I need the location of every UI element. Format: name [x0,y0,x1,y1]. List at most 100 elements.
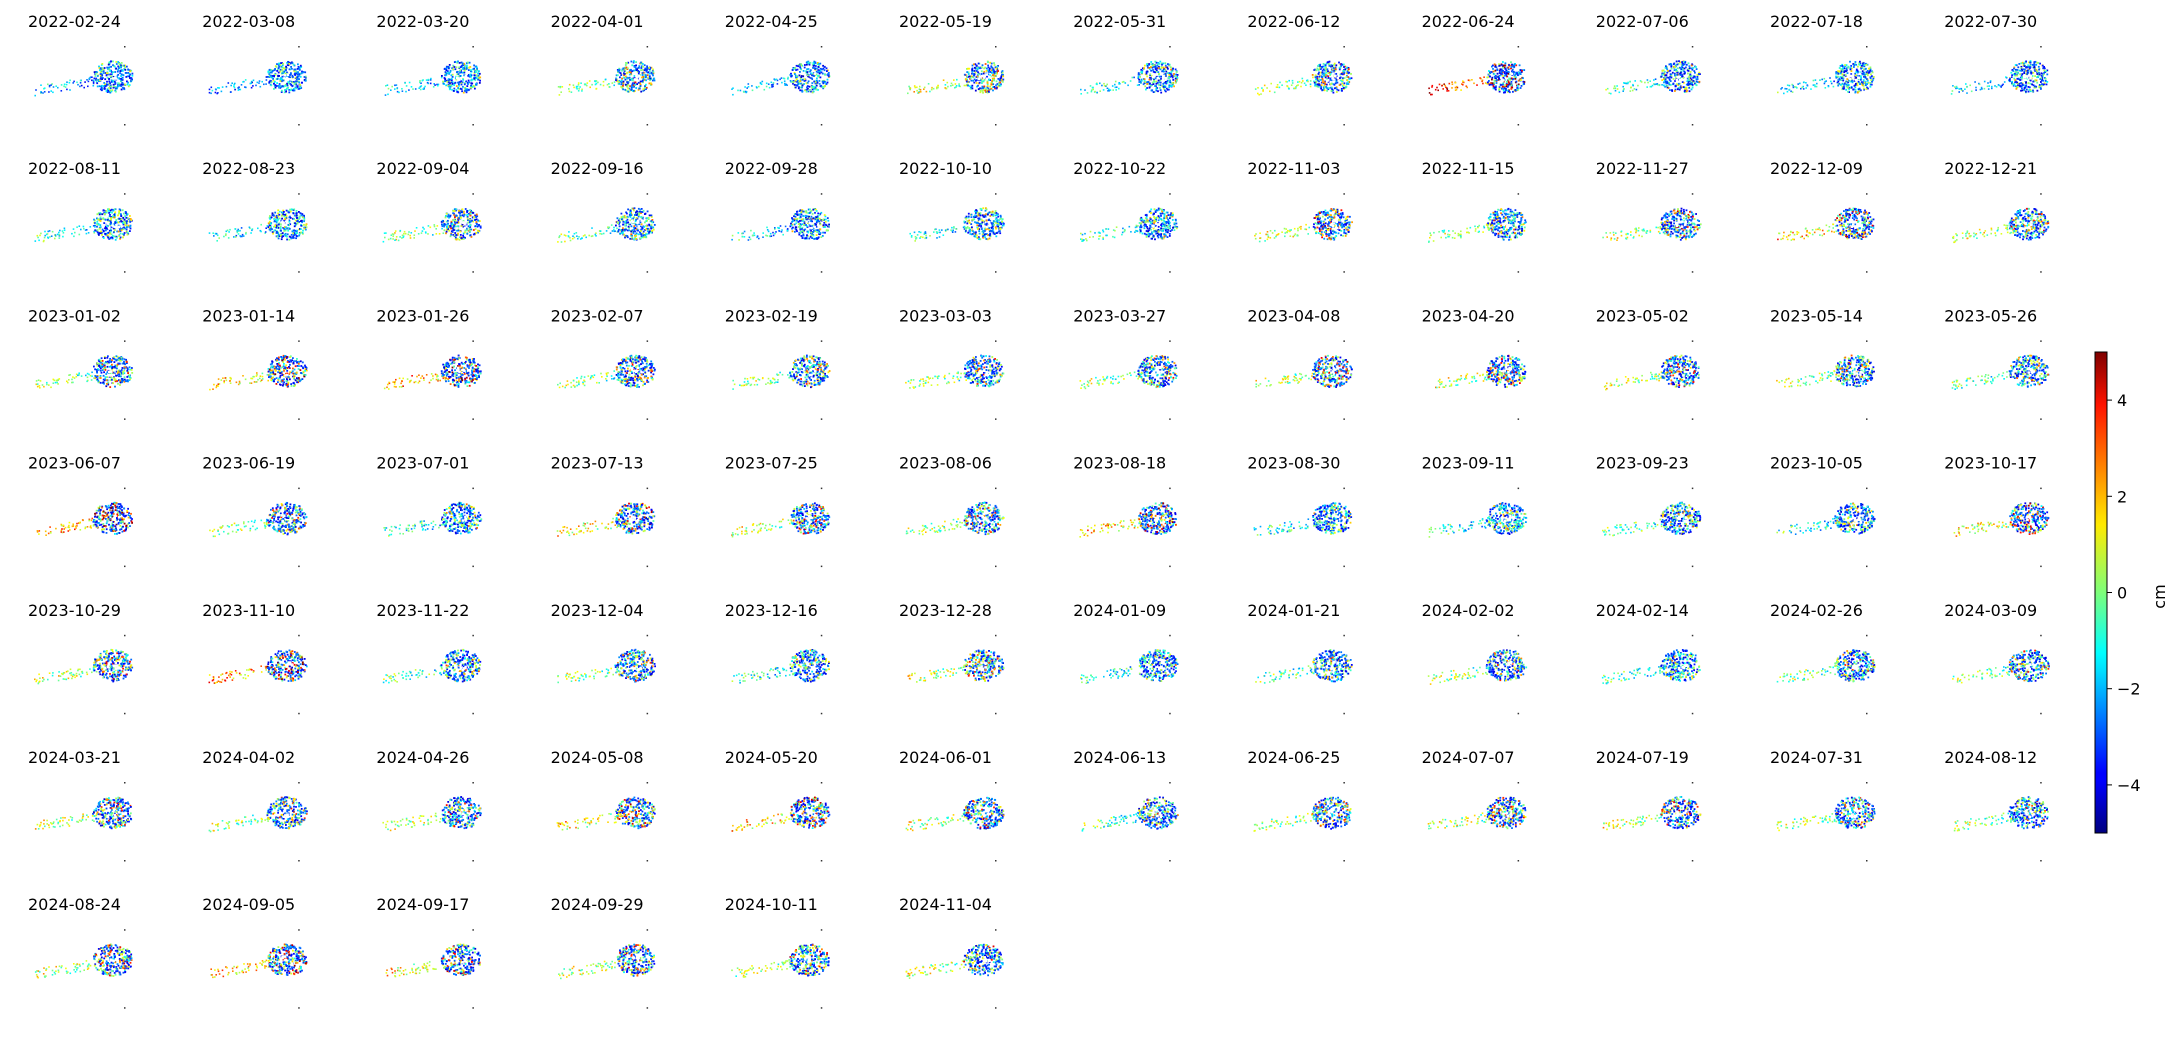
map-panel: 2024-08-12 [1944,748,2049,862]
map-panel: 2023-12-16 [725,601,830,715]
colorbar-tick-label: 4 [2117,391,2127,410]
deformation-scatter [209,193,308,273]
deformation-scatter [1951,46,2048,126]
panel-date-title: 2023-12-16 [725,601,818,620]
panel-date-title: 2022-04-25 [725,12,818,31]
panel-date-title: 2024-09-05 [202,895,295,914]
map-panel: 2023-09-23 [1596,454,1701,567]
map-panel: 2024-06-01 [899,748,1005,862]
panel-date-title: 2023-01-26 [376,306,469,325]
colorbar-ticks: 420−2−4 [2107,391,2141,795]
deformation-scatter [209,635,308,715]
map-panel: 2023-12-04 [551,601,656,715]
map-panel: 2022-12-09 [1770,159,1874,273]
map-panel: 2022-12-21 [1944,159,2049,273]
deformation-scatter [1080,193,1178,273]
map-panel: 2022-06-24 [1422,12,1526,126]
deformation-scatter [731,488,830,567]
deformation-scatter [1602,193,1701,273]
panel-date-title: 2024-06-25 [1247,748,1340,767]
panel-date-title: 2022-11-15 [1422,159,1515,178]
panel-date-title: 2022-10-10 [899,159,992,178]
panel-date-title: 2022-09-04 [376,159,469,178]
panel-date-title: 2022-09-28 [725,159,818,178]
deformation-scatter [1954,488,2050,567]
map-panel: 2024-05-20 [725,748,831,862]
map-panel: 2023-10-05 [1770,454,1876,567]
panel-date-title: 2024-02-14 [1596,601,1689,620]
deformation-scatter [35,782,132,862]
panel-date-title: 2023-04-20 [1422,306,1515,325]
map-panel: 2024-02-02 [1422,601,1528,715]
map-panel: 2023-09-11 [1422,454,1528,567]
deformation-scatter [35,929,133,1009]
map-panel: 2022-06-12 [1247,12,1352,126]
map-panel: 2023-01-02 [28,306,133,420]
panel-date-title: 2024-04-02 [202,748,295,767]
panel-date-title: 2023-04-08 [1247,306,1340,325]
map-panel: 2022-03-20 [376,12,481,126]
panel-date-title: 2023-10-29 [28,601,121,620]
panel-date-title: 2024-09-17 [376,895,469,914]
panel-date-title: 2023-12-28 [899,601,992,620]
deformation-scatter [906,929,1004,1009]
map-panel: 2024-03-09 [1944,601,2050,715]
deformation-scatter [385,46,481,126]
panel-date-title: 2022-08-23 [202,159,295,178]
deformation-scatter [35,193,133,273]
map-panel: 2024-05-08 [551,748,656,862]
panel-date-title: 2023-05-26 [1944,306,2037,325]
deformation-scatter [209,488,307,567]
deformation-scatter [1428,193,1527,273]
deformation-scatter [1603,782,1702,862]
deformation-scatter [383,488,482,567]
map-panel: 2022-02-24 [28,12,133,126]
map-panel: 2024-11-04 [899,895,1004,1009]
deformation-scatter [1777,193,1874,273]
map-panel: 2022-09-28 [725,159,830,273]
panel-date-title: 2024-08-12 [1944,748,2037,767]
panel-date-title: 2024-10-11 [725,895,818,914]
deformation-scatter [1954,782,2049,862]
deformation-scatter [1255,340,1353,420]
map-panel: 2022-07-06 [1596,12,1701,126]
deformation-scatter [731,46,830,126]
deformation-scatter [383,193,482,273]
deformation-scatter [1602,488,1701,567]
panel-date-title: 2024-03-09 [1944,601,2037,620]
deformation-scatter [732,782,831,862]
map-panel: 2022-05-31 [1073,12,1178,126]
colorbar-tick-label: −4 [2117,776,2141,795]
deformation-scatter [1776,488,1875,567]
deformation-scatter [1777,782,1876,862]
panel-date-title: 2023-10-17 [1944,454,2037,473]
panel-date-title: 2024-05-20 [725,748,818,767]
map-panel: 2022-11-15 [1422,159,1527,273]
deformation-scatter [383,635,481,715]
deformation-scatter [1952,193,2049,273]
map-panel: 2022-07-18 [1770,12,1875,126]
panel-date-title: 2023-11-22 [376,601,469,620]
map-panel: 2022-10-10 [899,159,1005,273]
map-panel: 2024-02-26 [1770,601,1876,715]
map-panel: 2024-01-09 [1073,601,1178,715]
map-panel: 2022-07-30 [1944,12,2048,126]
map-panel: 2022-11-27 [1596,159,1702,273]
panel-date-title: 2023-11-10 [202,601,295,620]
map-panel: 2022-05-19 [899,12,1004,126]
map-panel: 2023-10-17 [1944,454,2049,567]
deformation-scatter [905,340,1004,420]
map-panel: 2024-01-21 [1247,601,1352,715]
deformation-scatter [1429,488,1528,567]
deformation-scatter [1080,340,1178,420]
panel-date-title: 2023-01-14 [202,306,295,325]
deformation-scatter [209,46,307,126]
panel-date-title: 2024-11-04 [899,895,992,914]
map-panel: 2024-04-26 [376,748,482,862]
deformation-scatter [1254,488,1353,567]
panel-date-title: 2022-12-21 [1944,159,2037,178]
map-panel: 2024-04-02 [202,748,308,862]
deformation-scatter [1255,635,1353,715]
deformation-scatter [36,340,134,420]
deformation-scatter [1079,488,1177,567]
